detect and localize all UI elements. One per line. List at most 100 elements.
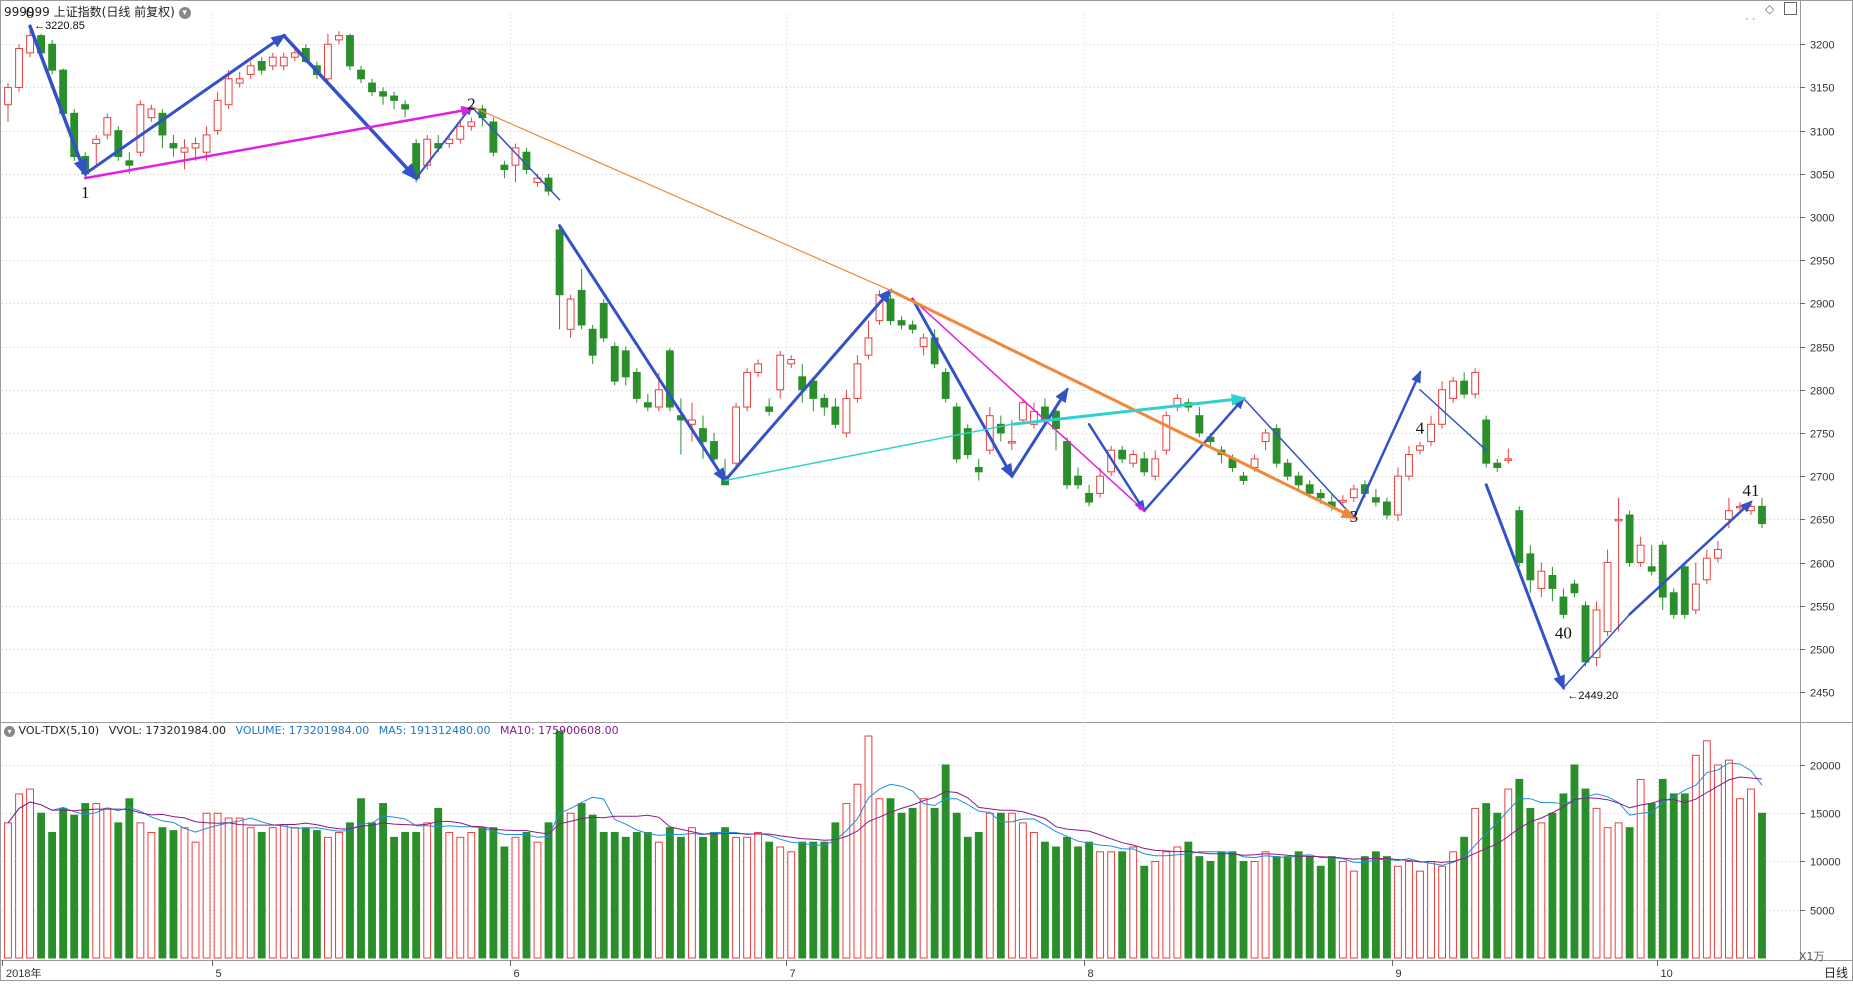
volume-bar <box>159 828 166 958</box>
volume-bar <box>181 828 188 958</box>
chevron-down-icon[interactable]: ▾ <box>4 726 15 737</box>
candle-body <box>898 321 905 325</box>
volume-bar <box>1714 765 1721 958</box>
orange-wave-line <box>471 106 890 290</box>
candle-body <box>1725 511 1732 520</box>
candle-body <box>1395 476 1402 515</box>
volume-bar <box>1317 866 1324 958</box>
candle-body <box>611 347 618 382</box>
volume-bar <box>920 799 927 958</box>
price-tick-label: 3150 <box>1810 83 1834 95</box>
volume-bar <box>1549 813 1556 958</box>
date-tick-label: 6 <box>514 968 520 980</box>
date-tick-label: 8 <box>1088 968 1094 980</box>
volume-unit: X1万 <box>1799 948 1825 964</box>
volume-bar <box>1395 866 1402 958</box>
price-tick-label: 3200 <box>1810 40 1834 52</box>
candle-body <box>865 338 872 355</box>
wave-wave-line <box>1244 398 1354 517</box>
volume-bar <box>997 813 1004 958</box>
volume-bar <box>1759 813 1766 958</box>
candle-body <box>655 390 662 407</box>
candle-body <box>622 351 629 377</box>
volume-bar <box>1328 857 1335 958</box>
candle-body <box>269 57 276 66</box>
volume-bar <box>689 828 696 958</box>
volume-bar <box>898 813 905 958</box>
candle-body <box>1472 372 1479 394</box>
volume-bar <box>677 837 684 958</box>
date-tick-label: 2018年 <box>6 966 41 980</box>
candle-body <box>1505 459 1512 461</box>
volume-bar <box>1019 823 1026 958</box>
candle-body <box>214 100 221 130</box>
price-tick-label: 2950 <box>1810 256 1834 268</box>
index-code: 999999 <box>4 5 50 19</box>
volume-bar <box>1428 861 1435 958</box>
candle-body <box>280 57 287 66</box>
volume-bar <box>1196 857 1203 958</box>
volume-bar <box>1505 789 1512 958</box>
candle-body <box>1295 476 1302 485</box>
volume-bar <box>700 837 707 958</box>
candle-body <box>821 398 828 407</box>
wave-wave-line <box>471 106 559 199</box>
candle-body <box>402 105 409 109</box>
vvol-label: VVOL: 173201984.00 <box>109 724 226 737</box>
candle-body <box>887 299 894 321</box>
volume-bar <box>38 813 45 958</box>
candle-body <box>755 364 762 373</box>
volume-tick-label: 15000 <box>1810 809 1841 821</box>
candle-body <box>1428 424 1435 441</box>
volume-bar <box>1494 813 1501 958</box>
volume-bar <box>843 804 850 958</box>
window-icon[interactable] <box>1784 2 1797 15</box>
volume-bar <box>1406 861 1413 958</box>
candle-body <box>700 429 707 442</box>
volume-bar <box>1737 799 1744 958</box>
volume-bar <box>611 833 618 958</box>
volume-bar <box>1582 789 1589 958</box>
candle-body <box>236 79 243 83</box>
volume-bar <box>380 804 387 958</box>
candle-body <box>27 36 34 53</box>
candle-body <box>1527 554 1534 580</box>
candle-body <box>203 135 210 152</box>
diamond-icon[interactable]: ◇ <box>1765 2 1774 16</box>
volume-bar <box>137 823 144 958</box>
candle-body <box>953 407 960 459</box>
candle-body <box>1019 403 1026 420</box>
candle-body <box>1152 459 1159 476</box>
candle-body <box>1703 558 1710 580</box>
magenta-wave-line <box>913 299 1145 511</box>
chevron-down-icon[interactable]: ▾ <box>179 7 191 19</box>
volume-bar <box>788 852 795 958</box>
price-tick-label: 2600 <box>1810 559 1834 571</box>
candle-body <box>1759 506 1766 523</box>
candle-body <box>380 92 387 96</box>
volume-bar <box>744 837 751 958</box>
candle-body <box>1692 584 1699 610</box>
volume-bar <box>1053 847 1060 958</box>
volume-bar <box>567 813 574 958</box>
candle-body <box>1119 450 1126 459</box>
candle-body <box>1748 506 1755 510</box>
volume-label: VOLUME: 173201984.00 <box>236 724 370 737</box>
volume-bar <box>192 842 199 958</box>
candle-body <box>589 329 596 355</box>
candle-body <box>1008 442 1015 444</box>
candle-body <box>832 407 839 424</box>
price-tick-label: 2800 <box>1810 386 1834 398</box>
volume-bar <box>225 818 232 958</box>
volume-bar <box>1086 842 1093 958</box>
volume-bar <box>545 823 552 958</box>
date-tick-label: 5 <box>216 968 222 980</box>
volume-bar <box>170 831 177 958</box>
candle-body <box>391 96 398 100</box>
volume-bar <box>1163 852 1170 958</box>
volume-bar <box>1748 789 1755 958</box>
volume-indicator-title: VOL-TDX(5,10) <box>19 724 100 737</box>
period-label[interactable]: 日线 <box>1824 964 1848 981</box>
volume-bar <box>1251 861 1258 958</box>
